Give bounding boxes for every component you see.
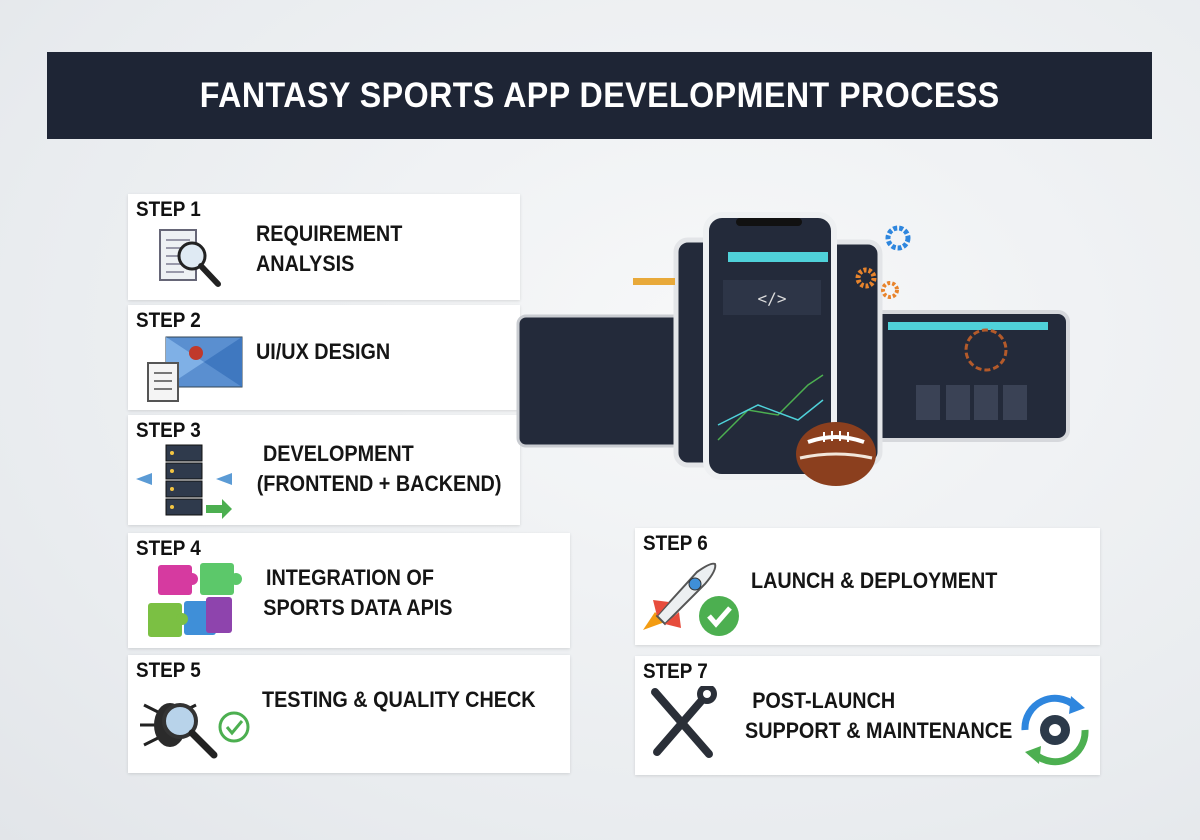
label-line: REQUIREMENT [256,221,403,246]
label-line: POST-LAUNCH [752,688,896,713]
step-number: STEP 6 [643,532,708,555]
gear-cycle-icon [1021,694,1089,766]
label-line: INTEGRATION OF [266,565,434,590]
label-line: UI/UX DESIGN [256,339,391,364]
title-banner: FANTASY SPORTS APP DEVELOPMENT PROCESS [47,52,1152,139]
server-stack-icon [136,444,232,519]
step-card-6: STEP 6 LAUNCH & DEPLOYMENT [635,528,1100,645]
bug-magnifier-check-icon [140,703,250,759]
document-magnifier-icon [159,229,221,287]
pencil-icon [633,278,675,285]
step-card-7: STEP 7 POST-LAUNCH SUPPORT & MAINTENANCE [635,656,1100,775]
step-number: STEP 1 [136,198,201,221]
step-label: DEVELOPMENT (FRONTEND + BACKEND) [257,439,502,499]
tablet-left [516,314,700,448]
step-label: LAUNCH & DEPLOYMENT [751,566,997,596]
step-number: STEP 5 [136,659,201,682]
label-line: SPORTS DATA APIS [263,595,453,620]
code-brackets-icon: </> [758,289,787,308]
step-number: STEP 2 [136,309,201,332]
step-number: STEP 4 [136,537,201,560]
step-label: TESTING & QUALITY CHECK [262,685,536,715]
step-label: INTEGRATION OF SPORTS DATA APIS [263,563,453,623]
gear-icons [855,225,911,299]
wrench-screwdriver-icon [651,686,717,758]
label-line: TESTING & QUALITY CHECK [262,687,536,712]
step-label: POST-LAUNCH SUPPORT & MAINTENANCE [745,686,1012,746]
step-label: REQUIREMENT ANALYSIS [256,219,402,279]
label-line: LAUNCH & DEPLOYMENT [751,568,998,593]
label-line: SUPPORT & MAINTENANCE [745,718,1013,743]
step-label: UI/UX DESIGN [256,337,390,367]
puzzle-pieces-icon [148,563,242,637]
step-card-1: STEP 1 REQUIREMENT ANALYSIS [128,194,520,300]
label-line: (FRONTEND + BACKEND) [256,471,502,496]
tablet-right [871,310,1070,442]
step-card-2: STEP 2 UI/UX DESIGN [128,305,520,410]
label-line: ANALYSIS [256,251,355,276]
step-number: STEP 3 [136,419,201,442]
step-number: STEP 7 [643,660,708,683]
app-devices-illustration: </> [516,212,1070,486]
step-card-5: STEP 5 TESTING & QUALITY CHECK [128,655,570,773]
rocket-check-icon [643,562,739,636]
page-title: FANTASY SPORTS APP DEVELOPMENT PROCESS [199,75,1000,115]
football-icon [796,422,876,486]
step-card-3: STEP 3 DEVELOPMENT (FRONTEND + BACKEND) [128,415,520,525]
design-wireframe-icon [147,336,243,402]
label-line: DEVELOPMENT [263,441,414,466]
step-card-4: STEP 4 INTEGRATION OF SPORTS DATA APIS [128,533,570,648]
